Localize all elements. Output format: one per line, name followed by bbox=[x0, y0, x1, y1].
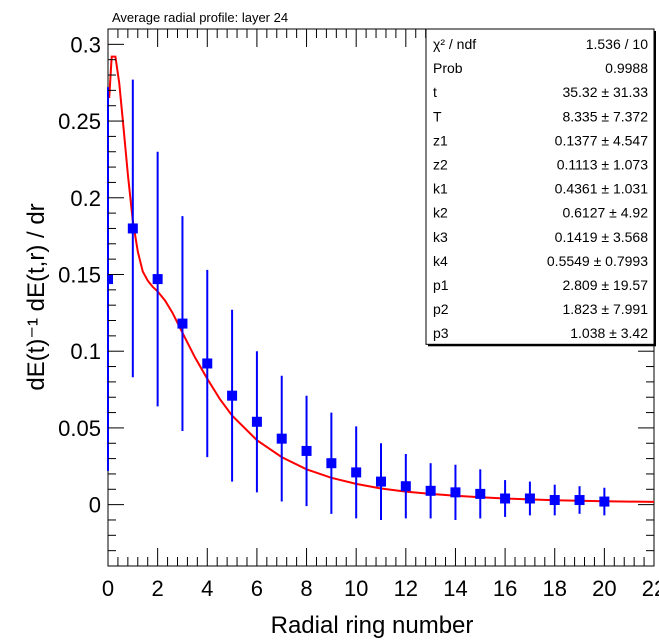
data-point bbox=[425, 485, 436, 496]
stat-value: 0.1419 ± 3.568 bbox=[555, 229, 649, 245]
stat-name: k3 bbox=[433, 229, 448, 245]
data-point bbox=[276, 433, 287, 444]
x-tick-label: 2 bbox=[152, 576, 164, 601]
fit-statistics-box: χ² / ndf 1.536 / 10 Prob 0.9988 t 35.32 ± 31.… bbox=[425, 28, 656, 347]
data-point bbox=[599, 496, 610, 507]
y-tick-label: 0.1 bbox=[70, 339, 101, 364]
stat-value: 35.32 ± 31.33 bbox=[562, 84, 648, 100]
y-tick-label: 0.25 bbox=[58, 109, 101, 134]
data-point bbox=[475, 488, 486, 499]
y-tick-label: 0.15 bbox=[58, 262, 101, 287]
data-point bbox=[524, 493, 535, 504]
stat-name: z2 bbox=[433, 157, 448, 173]
x-axis-label: Radial ring number bbox=[271, 612, 474, 639]
stat-name: t bbox=[433, 84, 437, 100]
stat-name: T bbox=[433, 108, 442, 124]
chart-title: Average radial profile: layer 24 bbox=[112, 10, 288, 25]
data-point bbox=[127, 223, 138, 234]
data-point bbox=[251, 416, 262, 427]
stat-value: 1.536 / 10 bbox=[586, 36, 648, 52]
stat-value: 0.9988 bbox=[605, 60, 648, 76]
x-tick-label: 10 bbox=[344, 576, 368, 601]
stat-name: p3 bbox=[433, 325, 449, 341]
data-point bbox=[326, 458, 337, 469]
x-tick-label: 6 bbox=[251, 576, 263, 601]
x-tick-label: 22 bbox=[642, 576, 659, 601]
x-tick-label: 12 bbox=[394, 576, 418, 601]
y-tick-label: 0 bbox=[89, 493, 101, 518]
x-tick-label: 4 bbox=[201, 576, 213, 601]
stat-name: χ² / ndf bbox=[433, 36, 476, 52]
x-tick-label: 18 bbox=[542, 576, 566, 601]
stat-value: 1.823 ± 7.991 bbox=[562, 301, 648, 317]
stat-value: 0.4361 ± 1.031 bbox=[555, 181, 649, 197]
stat-value: 1.038 ± 3.42 bbox=[570, 325, 648, 341]
stat-value: 0.6127 ± 4.92 bbox=[562, 205, 648, 221]
stat-value: 2.809 ± 19.57 bbox=[562, 277, 648, 293]
stat-value: 0.1113 ± 1.073 bbox=[557, 157, 648, 173]
stat-value: 8.335 ± 7.372 bbox=[562, 108, 648, 124]
stat-name: k1 bbox=[433, 181, 448, 197]
y-axis: 0 0.05 0.1 0.15 0.2 0.25 0.3 bbox=[58, 28, 654, 567]
stats-box-frame bbox=[425, 28, 655, 345]
stat-name: k2 bbox=[433, 205, 448, 221]
data-point bbox=[574, 495, 585, 506]
stat-name: Prob bbox=[433, 60, 463, 76]
x-tick-label: 20 bbox=[592, 576, 616, 601]
x-tick-label: 0 bbox=[102, 576, 114, 601]
y-tick-label: 0.2 bbox=[70, 186, 101, 211]
data-points-layer bbox=[107, 79, 610, 520]
stat-name: z1 bbox=[433, 132, 448, 148]
data-point bbox=[301, 445, 312, 456]
x-tick-label: 8 bbox=[300, 576, 312, 601]
stat-name: p2 bbox=[433, 301, 449, 317]
data-point bbox=[376, 476, 386, 487]
data-point bbox=[108, 274, 113, 285]
stat-value: 0.1377 ± 4.547 bbox=[555, 132, 649, 148]
stat-name: k4 bbox=[433, 253, 448, 269]
x-tick-label: 16 bbox=[493, 576, 517, 601]
y-tick-label: 0.3 bbox=[70, 32, 101, 57]
data-point bbox=[202, 358, 213, 369]
y-axis-label: dE(t)⁻¹ dE(t,r) / dr bbox=[23, 203, 50, 390]
data-point bbox=[177, 318, 188, 329]
data-point bbox=[152, 274, 163, 285]
data-point bbox=[400, 481, 411, 492]
x-tick-label: 14 bbox=[443, 576, 467, 601]
data-point bbox=[450, 487, 461, 498]
data-point bbox=[351, 467, 362, 478]
stat-name: p1 bbox=[433, 277, 449, 293]
data-point bbox=[227, 390, 238, 401]
y-tick-label: 0.05 bbox=[58, 416, 101, 441]
data-point bbox=[500, 493, 511, 504]
data-point bbox=[549, 495, 560, 506]
stat-value: 0.5549 ± 0.7993 bbox=[547, 253, 648, 269]
